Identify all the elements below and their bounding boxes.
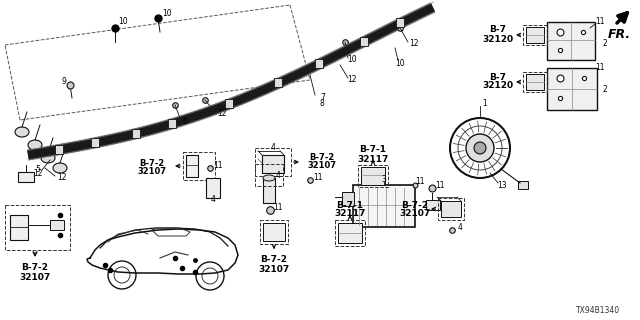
Bar xyxy=(206,178,220,198)
Text: 2: 2 xyxy=(603,38,607,47)
Text: B-7-2: B-7-2 xyxy=(22,263,49,273)
Bar xyxy=(132,129,140,138)
Text: 12: 12 xyxy=(409,39,419,49)
Text: 8: 8 xyxy=(320,100,324,108)
Text: B-7: B-7 xyxy=(490,73,506,82)
Text: 10: 10 xyxy=(347,55,357,65)
Text: 32107: 32107 xyxy=(399,209,431,218)
Ellipse shape xyxy=(41,153,55,163)
Circle shape xyxy=(474,142,486,154)
Bar xyxy=(438,198,464,220)
Bar xyxy=(263,178,275,203)
Text: 5: 5 xyxy=(36,165,40,174)
Text: 32107: 32107 xyxy=(259,265,290,274)
Circle shape xyxy=(466,134,494,162)
Bar xyxy=(186,155,198,165)
Ellipse shape xyxy=(53,163,67,173)
Bar xyxy=(255,164,283,186)
Bar xyxy=(547,22,595,60)
Bar xyxy=(260,220,288,244)
Text: B-7-2: B-7-2 xyxy=(401,201,429,210)
Text: 32107: 32107 xyxy=(138,166,166,175)
Text: 11: 11 xyxy=(213,161,223,170)
Text: 32117: 32117 xyxy=(357,155,388,164)
Text: 10: 10 xyxy=(395,59,405,68)
Text: 4: 4 xyxy=(211,196,216,204)
Ellipse shape xyxy=(28,140,42,150)
Bar xyxy=(396,18,404,27)
Text: 4: 4 xyxy=(271,142,275,151)
Bar xyxy=(342,192,354,206)
Text: 13: 13 xyxy=(497,181,507,190)
Text: TX94B1340: TX94B1340 xyxy=(576,306,620,315)
Bar xyxy=(338,223,362,243)
Text: B-7-1: B-7-1 xyxy=(337,202,364,211)
Bar xyxy=(526,74,544,90)
Bar xyxy=(91,138,99,147)
Bar xyxy=(353,185,415,227)
Text: FR.: FR. xyxy=(608,28,631,41)
Text: 12: 12 xyxy=(33,169,43,178)
Bar xyxy=(361,167,385,185)
Text: 10: 10 xyxy=(162,10,172,19)
Text: 11: 11 xyxy=(595,18,605,27)
Text: 4: 4 xyxy=(276,171,280,180)
Bar xyxy=(186,155,198,177)
Bar xyxy=(54,145,63,154)
Bar xyxy=(358,165,388,187)
Text: 11: 11 xyxy=(313,173,323,182)
Text: 3: 3 xyxy=(381,175,387,185)
Bar xyxy=(441,201,461,217)
Bar xyxy=(10,215,28,227)
Text: 32117: 32117 xyxy=(334,210,365,219)
Text: B-7: B-7 xyxy=(490,26,506,35)
Bar xyxy=(315,59,323,68)
Bar xyxy=(360,37,368,46)
Bar xyxy=(168,119,177,128)
Bar xyxy=(255,148,291,176)
Bar xyxy=(263,223,285,241)
Bar xyxy=(547,68,597,110)
Text: 32107: 32107 xyxy=(307,162,337,171)
Text: 32120: 32120 xyxy=(483,35,513,44)
Text: 6: 6 xyxy=(182,117,188,126)
Text: 11: 11 xyxy=(595,63,605,73)
Text: 32107: 32107 xyxy=(19,273,51,282)
Text: B-7-2: B-7-2 xyxy=(309,154,335,163)
Bar xyxy=(5,205,70,250)
Bar xyxy=(50,220,64,230)
Text: 12: 12 xyxy=(57,173,67,182)
Text: 12: 12 xyxy=(217,109,227,118)
Bar xyxy=(225,99,234,108)
Text: B-7-2: B-7-2 xyxy=(140,158,164,167)
Bar xyxy=(262,155,284,173)
Text: 1: 1 xyxy=(483,99,488,108)
Text: 7: 7 xyxy=(320,92,325,101)
Bar xyxy=(18,172,34,182)
Text: B-7-2: B-7-2 xyxy=(260,255,287,265)
Text: 2: 2 xyxy=(603,85,607,94)
Text: 9: 9 xyxy=(61,77,66,86)
Bar xyxy=(426,200,440,210)
Text: 11: 11 xyxy=(435,180,445,189)
Bar xyxy=(183,152,215,180)
Ellipse shape xyxy=(15,127,29,137)
Bar xyxy=(526,27,544,43)
Bar xyxy=(10,215,28,240)
Text: 32120: 32120 xyxy=(483,82,513,91)
Bar xyxy=(523,25,547,45)
Text: B-7-1: B-7-1 xyxy=(360,146,387,155)
Text: 4: 4 xyxy=(458,223,463,233)
Text: 10: 10 xyxy=(118,18,127,27)
Bar xyxy=(275,78,282,87)
Bar xyxy=(518,181,528,189)
Text: 12: 12 xyxy=(348,76,356,84)
Text: 11: 11 xyxy=(273,203,283,212)
Bar xyxy=(335,220,365,246)
Bar xyxy=(523,72,547,92)
Text: 11: 11 xyxy=(415,178,425,187)
Ellipse shape xyxy=(263,175,275,181)
